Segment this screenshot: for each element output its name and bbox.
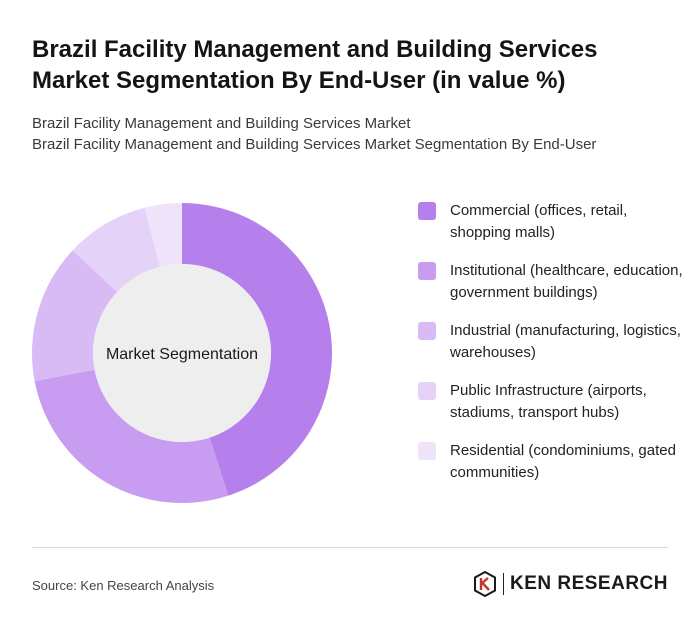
legend-item: Residential (condominiums, gated communi… (418, 440, 688, 484)
source-note: Source: Ken Research Analysis (32, 578, 215, 593)
legend-item: Institutional (healthcare, education, go… (418, 260, 688, 304)
legend-item: Public Infrastructure (airports, stadium… (418, 380, 688, 424)
legend-swatch (418, 262, 436, 280)
legend-label: Institutional (healthcare, education, go… (450, 262, 683, 301)
donut-slice-4 (72, 207, 160, 293)
chart-title: Brazil Facility Management and Building … (32, 36, 598, 94)
center-label: Market Segmentation (106, 346, 258, 363)
donut-slices (32, 203, 333, 504)
legend-label: Public Infrastructure (airports, stadium… (450, 382, 647, 421)
chart-subtitle: Brazil Facility Management and Building … (32, 113, 672, 155)
legend-swatch (418, 382, 436, 400)
legend-item: Industrial (manufacturing, logistics, wa… (418, 320, 688, 364)
donut-chart: Market Segmentation (32, 203, 333, 504)
ken-research-logo-icon (473, 571, 496, 597)
brand-separator (502, 573, 504, 595)
footer-divider (32, 547, 668, 548)
legend-swatch (418, 202, 436, 220)
legend-swatch (418, 442, 436, 460)
legend-label: Industrial (manufacturing, logistics, wa… (450, 322, 681, 361)
donut-slice-3 (32, 250, 118, 382)
donut-slice-5 (144, 203, 182, 267)
subtitle-line-1: Brazil Facility Management and Building … (32, 115, 411, 132)
legend-label: Residential (condominiums, gated communi… (450, 442, 676, 481)
donut-slice-2 (34, 369, 229, 504)
donut-slice-1 (182, 203, 333, 496)
legend-label: Commercial (offices, retail, shopping ma… (450, 202, 628, 241)
legend-item: Commercial (offices, retail, shopping ma… (418, 200, 688, 244)
brand-name: KEN RESEARCH (509, 573, 668, 594)
donut-hole (93, 264, 271, 442)
legend: Commercial (offices, retail, shopping ma… (418, 200, 688, 500)
brand-logo: KEN RESEARCH (473, 571, 668, 597)
subtitle-line-2: Brazil Facility Management and Building … (32, 136, 597, 153)
legend-swatch (418, 322, 436, 340)
